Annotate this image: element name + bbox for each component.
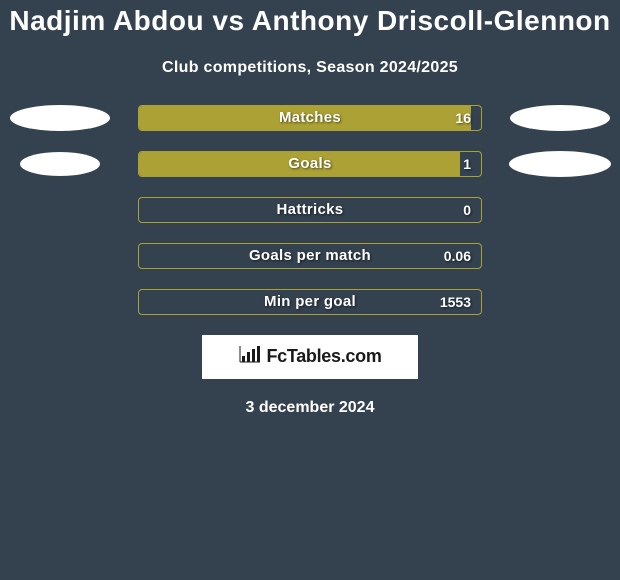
comparison-panel: Nadjim Abdou vs Anthony Driscoll-Glennon…	[0, 0, 620, 417]
stat-row-hattricks: Hattricks 0	[0, 197, 620, 223]
stat-row-goals: Goals 1	[0, 151, 620, 177]
subtitle: Club competitions, Season 2024/2025	[0, 59, 620, 77]
stat-label: Matches	[139, 106, 481, 130]
stat-label: Goals	[139, 152, 481, 176]
stat-row-min-per-goal: Min per goal 1553	[0, 289, 620, 315]
player-left-marker	[20, 152, 100, 176]
stat-value: 1553	[440, 290, 471, 314]
attribution-text: FcTables.com	[266, 346, 381, 367]
stat-bar: Min per goal 1553	[138, 289, 482, 315]
stat-bar: Goals per match 0.06	[138, 243, 482, 269]
bar-chart-icon	[238, 344, 262, 369]
stat-bar: Hattricks 0	[138, 197, 482, 223]
page-title: Nadjim Abdou vs Anthony Driscoll-Glennon	[0, 6, 620, 37]
stat-bar: Matches 16	[138, 105, 482, 131]
stat-label: Hattricks	[139, 198, 481, 222]
player-left-marker	[10, 105, 110, 131]
stat-row-goals-per-match: Goals per match 0.06	[0, 243, 620, 269]
stat-bar: Goals 1	[138, 151, 482, 177]
stat-value: 0.06	[444, 244, 471, 268]
attribution-logo: FcTables.com	[202, 335, 418, 379]
player-right-marker	[509, 151, 611, 177]
date-text: 3 december 2024	[0, 399, 620, 417]
stat-value: 0	[463, 198, 471, 222]
stat-row-matches: Matches 16	[0, 105, 620, 131]
stat-label: Min per goal	[139, 290, 481, 314]
player-right-marker	[510, 105, 610, 131]
stat-value: 16	[455, 106, 471, 130]
comparison-chart: Matches 16 Goals 1 Hattricks 0	[0, 105, 620, 315]
stat-label: Goals per match	[139, 244, 481, 268]
stat-value: 1	[463, 152, 471, 176]
